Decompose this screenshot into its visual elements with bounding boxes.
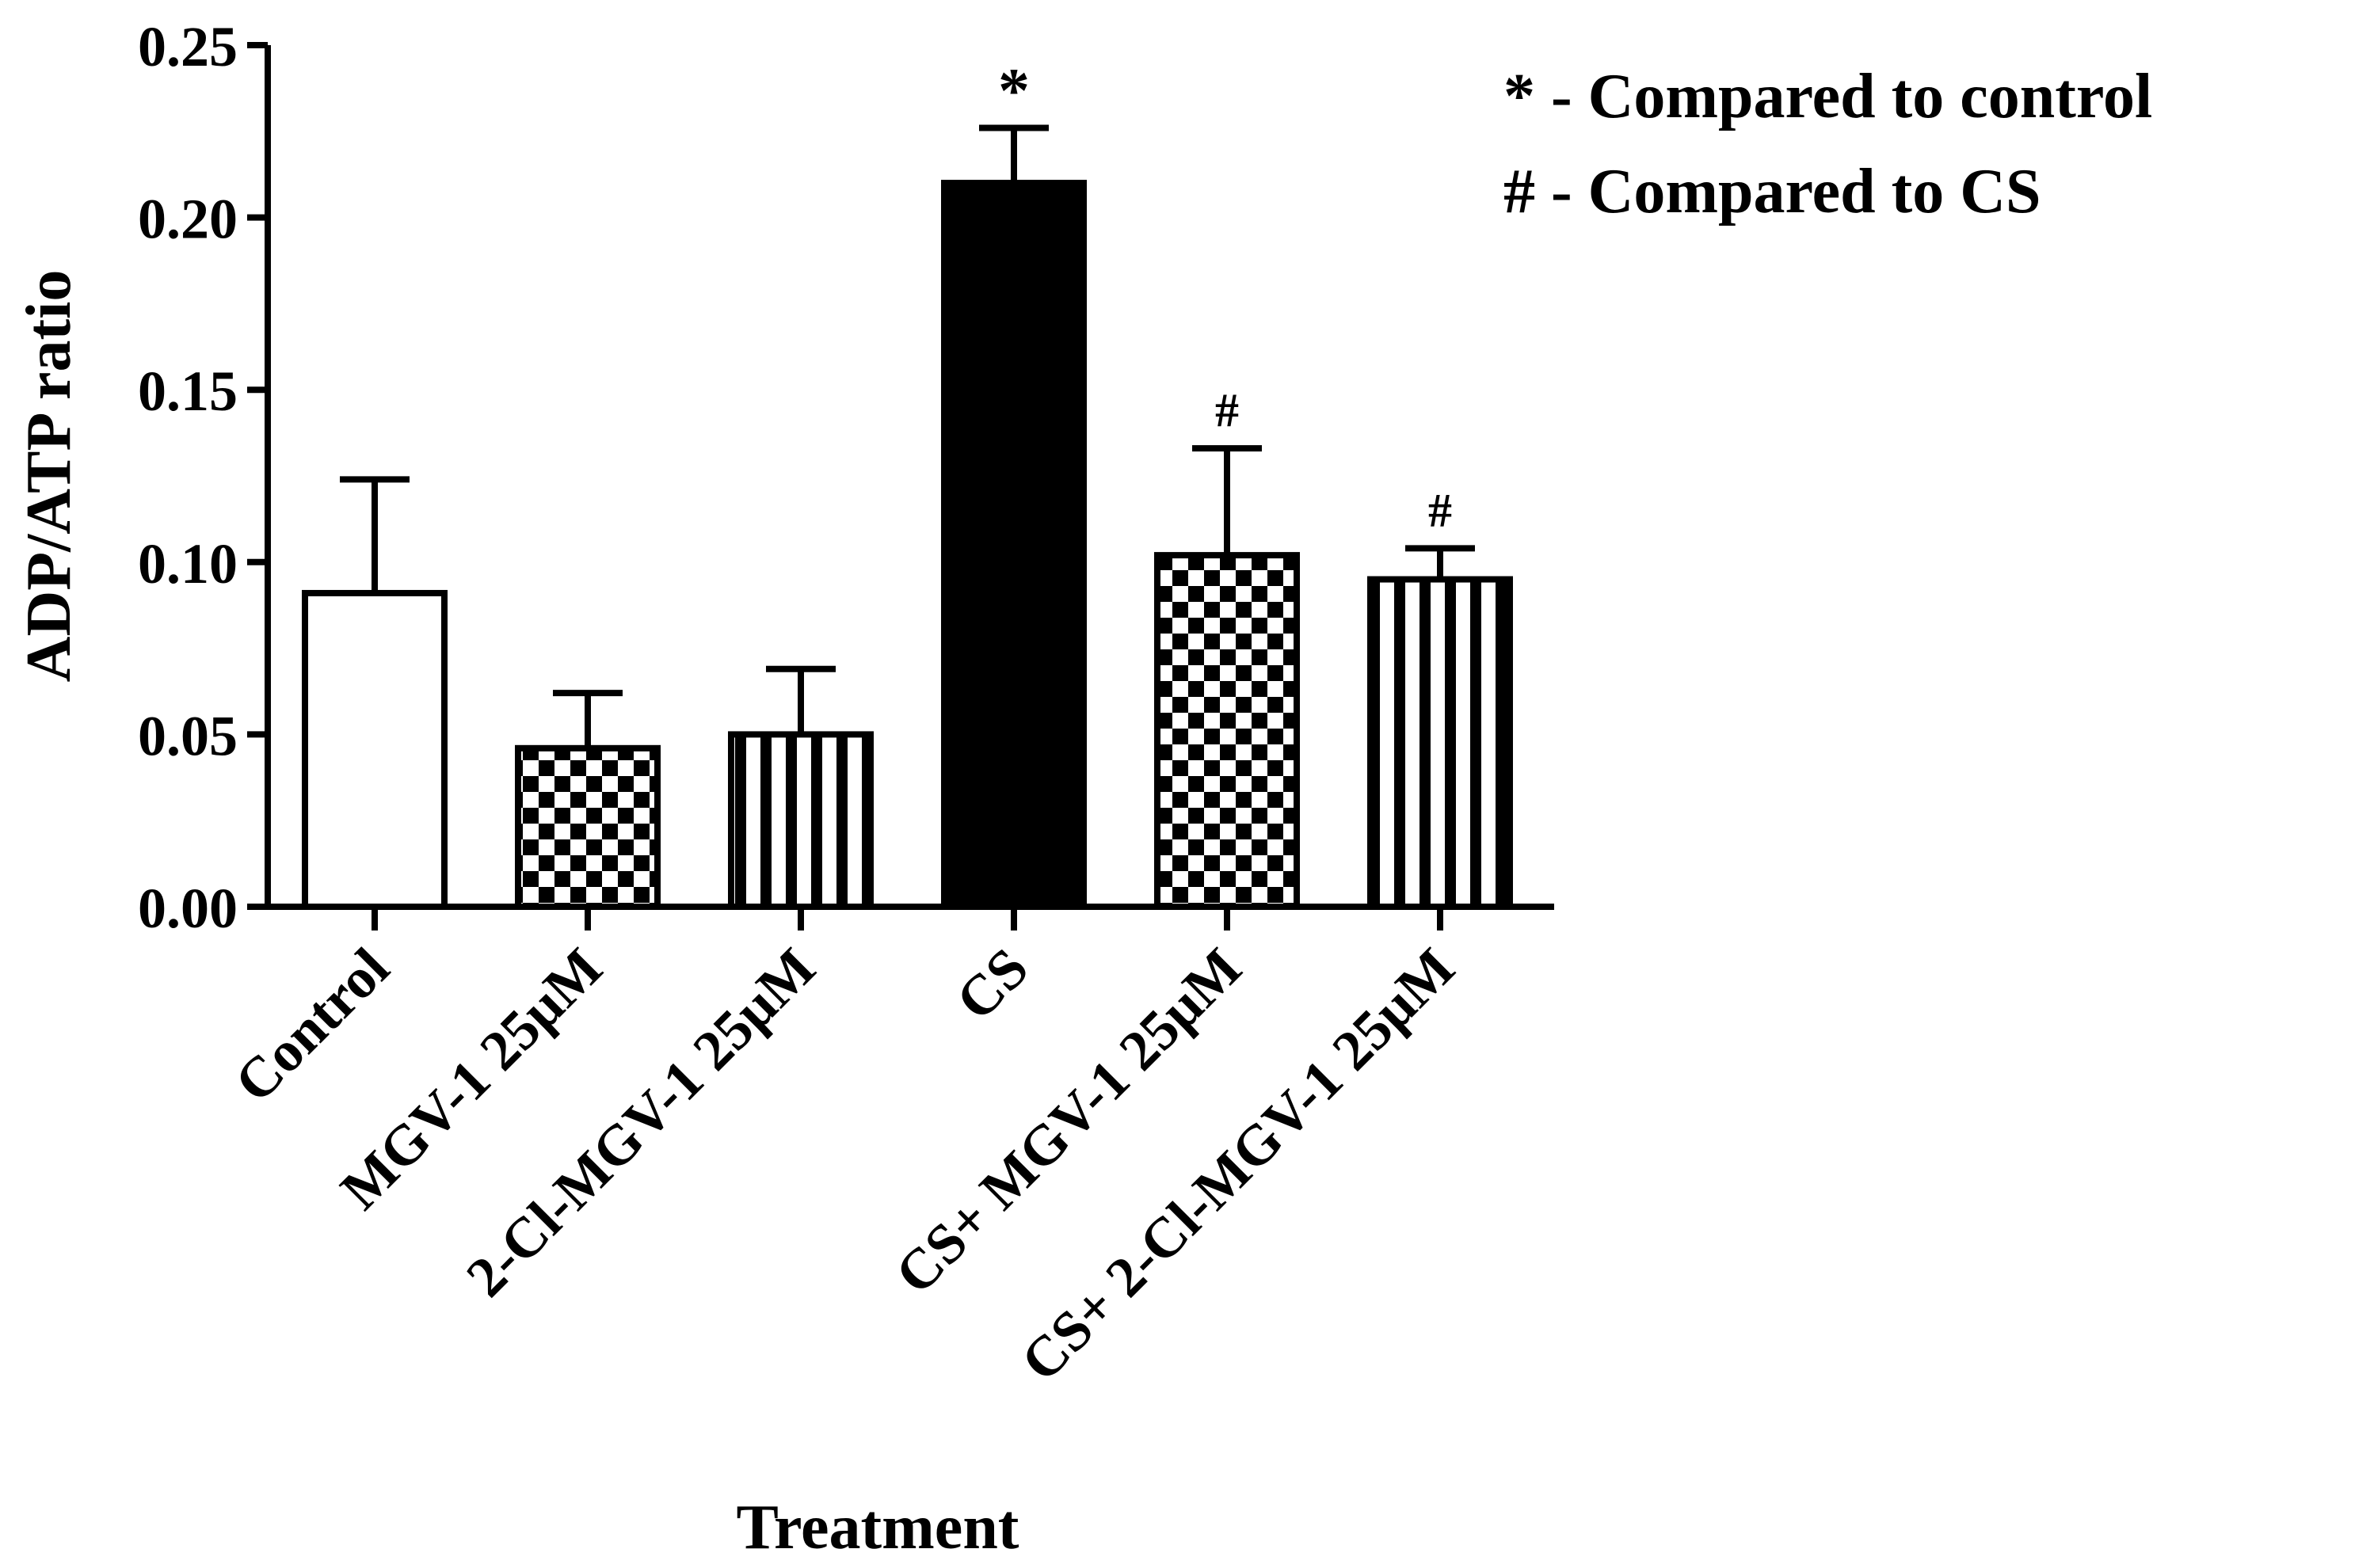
y-tick-label: 0.15	[138, 360, 238, 423]
y-tick-label: 0.10	[138, 532, 238, 596]
y-tick-label: 0.20	[138, 188, 238, 251]
x-tick-label: CS+ MGV-1 25µM	[883, 936, 1253, 1306]
significance-marker: #	[1428, 484, 1452, 536]
bar	[515, 744, 661, 910]
significance-marker: #	[1215, 384, 1239, 436]
y-tick-label: 0.05	[138, 704, 238, 767]
x-tick-label: CS+ 2-Cl-MGV-1 25µM	[1009, 936, 1467, 1394]
bar	[941, 180, 1087, 910]
bar	[302, 589, 448, 911]
y-tick-label: 0.00	[138, 877, 238, 940]
significance-marker: *	[998, 56, 1030, 126]
x-tick-label: CS	[944, 936, 1041, 1033]
legend-entry-cs: # - Compared to CS	[1503, 157, 2041, 226]
x-tick-label: 2-Cl-MGV-1 25µM	[454, 936, 827, 1309]
x-tick-label: Control	[223, 936, 401, 1114]
y-axis-title: ADP/ATP ratio	[14, 270, 84, 683]
bar	[728, 731, 874, 911]
legend-entry-control: * - Compared to control	[1503, 62, 2152, 131]
bar	[1367, 576, 1513, 910]
x-axis-title: Treatment	[737, 1493, 1019, 1562]
bar	[1154, 552, 1300, 910]
y-tick-label: 0.25	[138, 15, 238, 78]
